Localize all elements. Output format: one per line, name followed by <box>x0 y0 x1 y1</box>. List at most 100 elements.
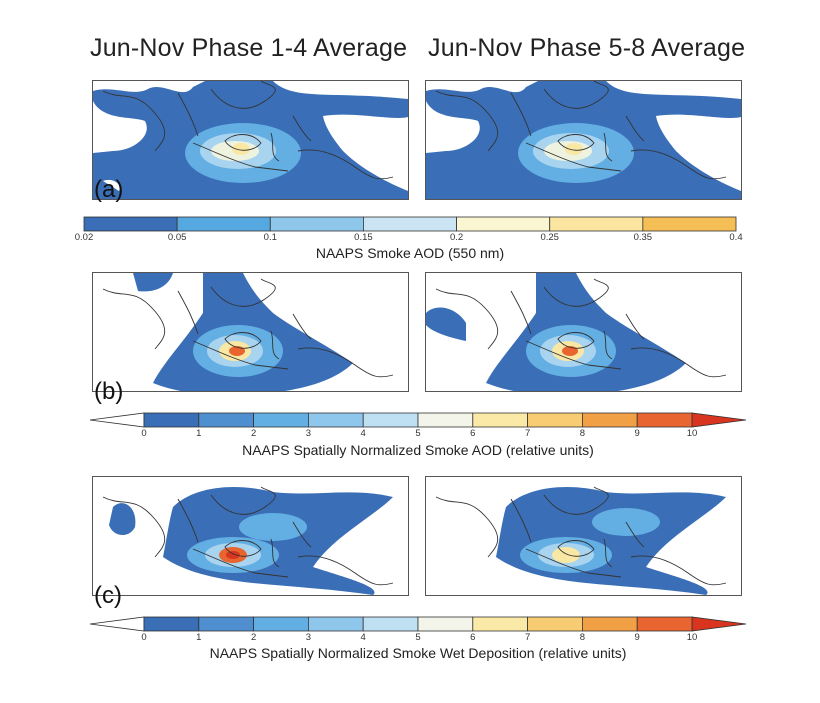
colorbar-tick-label: 10 <box>686 428 698 439</box>
map-panel-a-right <box>425 80 742 200</box>
colorbar-tick-label: 9 <box>634 428 640 439</box>
coastline <box>210 81 276 109</box>
coastline <box>292 115 312 142</box>
colorbar-tick-label: 8 <box>579 428 586 439</box>
coastline <box>270 132 280 162</box>
colorbar-tick-label: 10 <box>686 632 698 643</box>
coastline <box>210 278 276 307</box>
colorbar-tick-label: 1 <box>196 632 202 643</box>
coastline <box>297 555 394 586</box>
no-data-region <box>486 81 534 89</box>
colorbar-tick-label: 4 <box>360 632 366 643</box>
map-panel-c-left <box>92 476 409 596</box>
coastline <box>603 132 613 162</box>
colorbar-segment <box>472 412 528 428</box>
coastline <box>192 142 289 172</box>
coastline <box>102 90 165 152</box>
colorbar-tick-label: 2 <box>250 428 257 439</box>
colorbar-arrow-left <box>89 412 145 428</box>
colorbar-tick-label: 0.05 <box>167 232 187 243</box>
colorbar-tick-label: 6 <box>470 428 476 439</box>
map-panel-b-left <box>92 272 409 392</box>
colorbar-c: 0 1 2 3 4 5 6 7 8 9 10 NAAPS Spatially Normalized … <box>86 612 750 664</box>
coastline <box>297 149 394 180</box>
coastline <box>510 92 532 137</box>
colorbar-segment <box>253 616 309 632</box>
coastline <box>177 290 199 335</box>
colorbar-tick-label: 3 <box>305 428 312 439</box>
coastline <box>603 538 613 568</box>
colorbar-a-title: NAAPS Smoke AOD (550 nm) <box>315 245 505 261</box>
coastline <box>630 347 727 378</box>
coastline <box>525 340 622 370</box>
colorbar-tick-label: 9 <box>634 632 640 643</box>
no-data-region <box>606 81 741 99</box>
no-data-region <box>656 114 741 191</box>
colorbar-tick-label: 0 <box>141 632 147 643</box>
coastline <box>177 498 199 543</box>
row-label-a: (a) <box>94 176 124 203</box>
smoke-region <box>133 273 173 292</box>
colorbar-segment <box>581 616 638 632</box>
colorbar-tick-label: 3 <box>305 632 312 643</box>
colorbar-segment <box>198 412 255 428</box>
colorbar-segment <box>143 412 200 428</box>
coastline <box>625 115 645 142</box>
colorbar-segment <box>417 412 474 428</box>
colorbar-tick-label: 7 <box>524 428 531 439</box>
smoke-region <box>426 307 466 341</box>
colorbar-segment <box>176 216 271 232</box>
colorbar-segment <box>549 216 644 232</box>
no-data-region <box>103 179 120 191</box>
colorbar-tick-label: 1 <box>196 428 202 439</box>
coastline <box>102 496 165 558</box>
colorbar-arrow-left <box>89 616 145 632</box>
coastline <box>292 521 312 548</box>
coastline <box>603 330 613 360</box>
no-data-region <box>153 81 201 89</box>
smoke-level-5 <box>565 143 583 155</box>
coastline <box>630 555 727 586</box>
colorbar-tick-label: 4 <box>360 428 366 439</box>
colorbar-tick-label: 0.25 <box>540 232 559 243</box>
colorbar-segment <box>581 412 638 428</box>
colorbar-a-scale <box>83 216 737 232</box>
coastline <box>224 134 262 151</box>
coastline <box>435 90 498 152</box>
colorbar-segment <box>527 616 583 632</box>
coastline <box>630 149 727 180</box>
colorbar-segment <box>269 216 364 232</box>
coastline <box>543 81 609 109</box>
coastline <box>270 330 280 360</box>
coastline <box>510 290 532 335</box>
coastline <box>625 521 645 548</box>
colorbar-arrow-right <box>691 412 747 428</box>
colorbar-segment <box>83 216 178 232</box>
no-data-region <box>273 81 408 99</box>
colorbar-tick-label: 7 <box>524 632 531 643</box>
colorbar-segment <box>636 412 693 428</box>
map-a-left <box>93 81 408 199</box>
coastline <box>192 548 289 578</box>
colorbar-tick-label: 0.2 <box>449 232 464 243</box>
colorbar-c-scale <box>89 616 747 632</box>
smoke-level-2 <box>239 513 307 541</box>
colorbar-a: 0.02 0.05 0.1 0.15 0.2 0.25 0.35 0.4 NAAPS Smok… <box>70 212 750 264</box>
smoke-level-5 <box>232 143 250 155</box>
colorbar-tick-label: 0.02 <box>74 232 94 243</box>
map-a-right <box>426 81 741 199</box>
map-panel-a-left <box>92 80 409 200</box>
colorbar-segment <box>307 616 364 632</box>
colorbar-tick-label: 0.4 <box>729 232 743 243</box>
smoke-region <box>109 503 136 536</box>
map-b-left <box>93 273 408 391</box>
no-data-region <box>323 114 408 191</box>
coastline <box>210 486 276 515</box>
colorbar-b: 0 1 2 3 4 5 6 7 8 9 10 NAAPS Spatially Normalized … <box>86 408 750 464</box>
coastline <box>557 134 595 151</box>
colorbar-segment <box>417 616 474 632</box>
colorbar-c-title: NAAPS Spatially Normalized Smoke Wet Dep… <box>209 645 627 661</box>
coastline <box>177 92 199 137</box>
map-panel-b-right <box>425 272 742 392</box>
